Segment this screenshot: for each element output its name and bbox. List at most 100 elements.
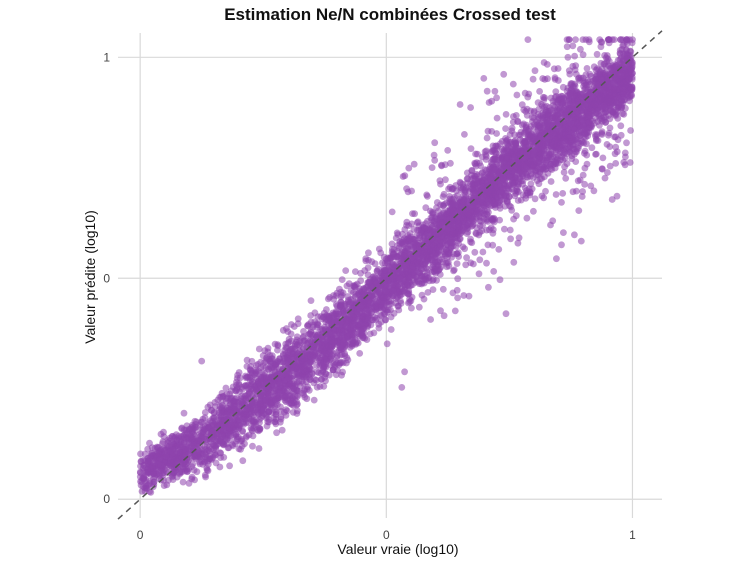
scatter-point [159, 438, 167, 446]
scatter-point [194, 436, 202, 444]
scatter-point [518, 101, 526, 109]
scatter-point [276, 418, 284, 426]
scatter-point [191, 476, 199, 484]
scatter-point [382, 316, 389, 324]
scatter-point [392, 295, 400, 302]
scatter-point [304, 322, 312, 330]
scatter-point [317, 376, 325, 383]
scatter-point [245, 431, 253, 439]
scatter-point [306, 330, 314, 338]
scatter-point [445, 250, 453, 258]
scatter-point [575, 75, 582, 82]
scatter-point [583, 65, 591, 72]
scatter-point [207, 455, 215, 463]
scatter-point [257, 358, 265, 366]
scatter-point [255, 425, 263, 432]
scatter-point [338, 276, 346, 283]
scatter-point [370, 329, 378, 337]
scatter-point [300, 328, 307, 335]
scatter-point [342, 267, 350, 274]
scatter-point [451, 193, 458, 201]
scatter-point [310, 347, 318, 355]
scatter-point [340, 339, 347, 347]
scatter-point [243, 363, 251, 370]
scatter-point [588, 144, 596, 152]
scatter-point [561, 163, 568, 171]
scatter-point [294, 315, 302, 323]
scatter-point [201, 449, 209, 457]
scatter-point [534, 99, 542, 106]
x-tick-label: 0 [383, 528, 390, 542]
scatter-point [327, 336, 335, 344]
scatter-point [400, 240, 408, 248]
scatter-point [326, 294, 333, 301]
points-layer [136, 36, 636, 496]
scatter-point [229, 383, 237, 391]
scatter-point [245, 419, 252, 426]
scatter-point [237, 445, 245, 453]
scatter-point [274, 342, 282, 350]
scatter-point [337, 288, 345, 296]
scatter-point [157, 430, 165, 438]
scatter-point [375, 283, 383, 290]
scatter-point [509, 179, 516, 186]
x-tick-label: 1 [629, 528, 636, 542]
scatter-point [165, 463, 173, 470]
scatter-point [201, 458, 209, 466]
scatter-point [202, 473, 210, 481]
scatter-point [300, 373, 308, 381]
scatter-point [248, 369, 256, 377]
scatter-point [352, 268, 359, 275]
scatter-point [375, 245, 383, 253]
scatter-point [192, 426, 200, 434]
scatter-point [329, 366, 337, 374]
scatter-point [256, 419, 263, 426]
scatter-point [137, 481, 145, 489]
scatter-point [216, 463, 224, 471]
scatter-point [220, 454, 228, 461]
scatter-point [628, 83, 636, 91]
scatter-point [137, 450, 144, 458]
scatter-point [255, 345, 263, 353]
scatter-point [310, 396, 318, 404]
scatter-point [318, 361, 326, 369]
scatter-point [235, 416, 243, 424]
scatter-point [389, 287, 397, 295]
scatter-point [388, 240, 396, 248]
scatter-point [433, 199, 441, 206]
scatter-point [179, 478, 187, 486]
scatter-point [182, 460, 190, 468]
scatter-point [136, 473, 144, 481]
scatter-point [242, 396, 250, 404]
scatter-point [160, 482, 168, 489]
scatter-point [522, 126, 530, 134]
scatter-point [510, 113, 517, 120]
scatter-point [185, 425, 193, 433]
scatter-point [293, 387, 301, 395]
scatter-point [288, 321, 295, 328]
scatter-point [220, 441, 227, 449]
scatter-point [143, 482, 151, 489]
scatter-point [239, 457, 247, 465]
scatter-point [222, 384, 230, 392]
scatter-point [287, 400, 295, 407]
scatter-point [272, 396, 279, 403]
scatter-point [203, 466, 211, 474]
scatter-point [380, 294, 388, 301]
scatter-point [248, 357, 256, 365]
scatter-point [372, 316, 379, 324]
scatter-point [273, 429, 280, 437]
scatter-point [387, 313, 395, 321]
scatter-point [169, 468, 177, 476]
scatter-point [159, 472, 167, 479]
scatter-point [403, 247, 411, 255]
scatter-point [283, 325, 290, 332]
scatter-point [527, 180, 535, 188]
scatter-point [540, 96, 548, 104]
scatter-point [205, 424, 213, 432]
scatter-point [337, 359, 344, 367]
scatter-point [232, 440, 239, 448]
scatter-point [289, 409, 297, 416]
